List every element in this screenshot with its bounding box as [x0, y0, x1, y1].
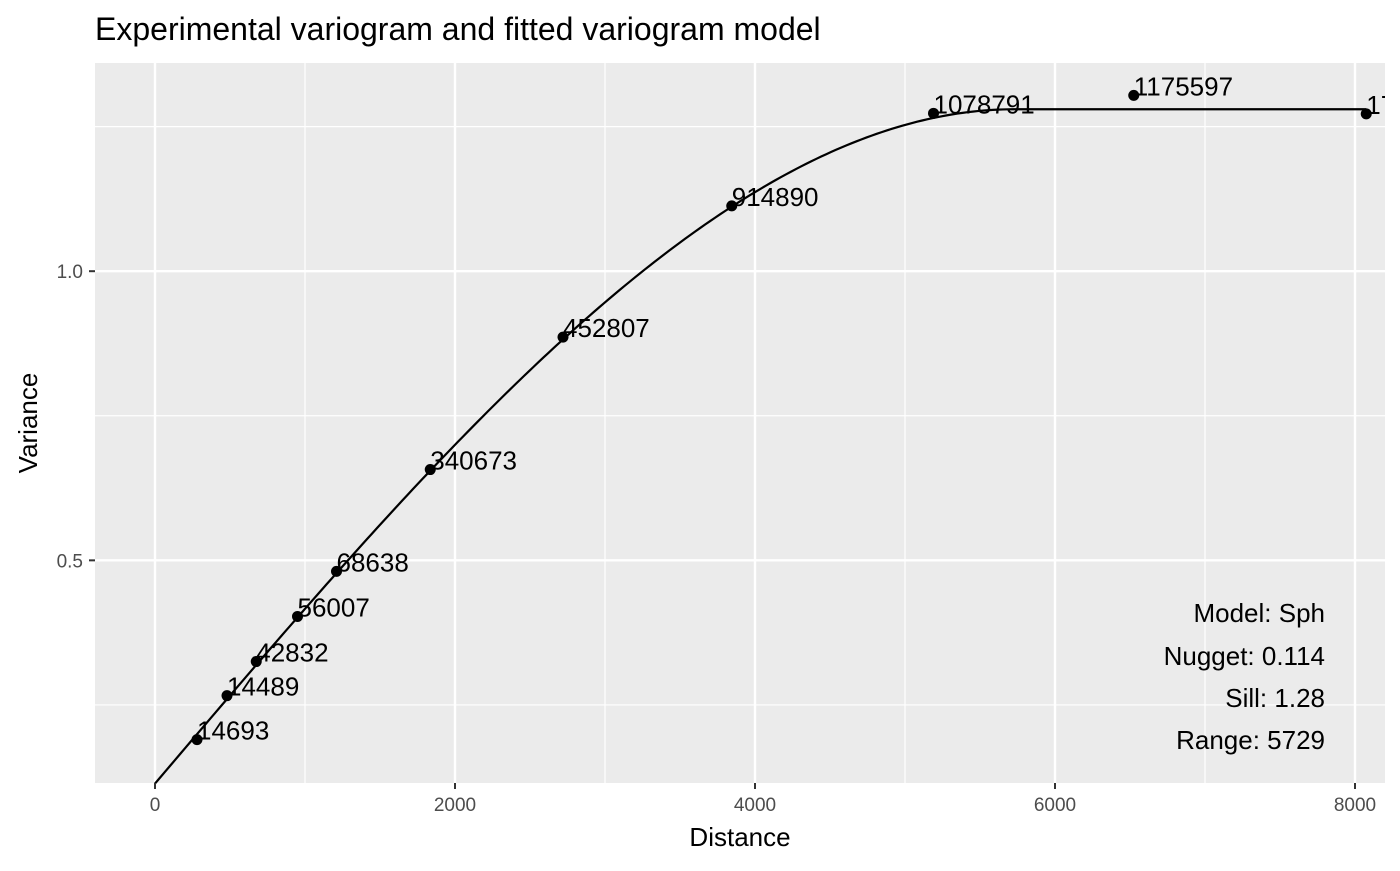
point-label-0: 14693: [197, 716, 269, 746]
data-point-7: [726, 200, 738, 212]
experimental-points-group: [191, 89, 1372, 746]
data-point-6: [557, 331, 569, 343]
point-label-4: 68638: [337, 547, 409, 577]
y-axis: 0.5 1.0: [57, 262, 95, 572]
fitted-model-group: [154, 108, 1367, 785]
major-gridlines: [95, 63, 1385, 783]
panel-clip: 14693 14489 42832 56007 68638 340673 452807 914…: [197, 71, 1400, 746]
x-tick-label-2: 4000: [734, 795, 776, 816]
x-tick-label-0: 0: [150, 795, 161, 816]
minor-gridlines: [95, 63, 1385, 783]
data-point-0: [191, 734, 203, 746]
x-axis: 0 2000 4000 6000 8000: [150, 783, 1376, 816]
data-point-2: [250, 656, 262, 668]
annotation-model: Model: Sph: [1193, 598, 1325, 628]
data-point-9: [1128, 89, 1140, 101]
x-tick-label-1: 2000: [434, 795, 476, 816]
y-tick-label-1: 1.0: [57, 262, 83, 283]
data-point-8: [928, 107, 939, 119]
plot-panel: [95, 63, 1385, 783]
x-tick-label-3: 6000: [1034, 795, 1076, 816]
model-annotations: Model: Sph Nugget: 0.114 Sill: 1.28 Rang…: [1164, 598, 1325, 755]
y-tick-label-0: 0.5: [57, 551, 83, 572]
x-tick-label-4: 8000: [1334, 795, 1376, 816]
data-point-3: [292, 610, 303, 622]
point-label-6: 452807: [563, 313, 650, 343]
point-label-1: 14489: [227, 672, 299, 702]
clipped-point-labels: 14693 14489 42832 56007 68638 340673 452807 914…: [197, 71, 1400, 746]
fitted-model-line: [154, 108, 1367, 785]
y-axis-title: Variance: [13, 373, 43, 474]
data-point-10: [1360, 108, 1372, 120]
annotation-nugget: Nugget: 0.114: [1164, 641, 1325, 671]
data-point-1: [221, 690, 233, 702]
point-label-7: 914890: [732, 182, 819, 212]
data-point-4: [331, 565, 342, 577]
point-label-10: 1711: [1366, 90, 1400, 120]
point-label-2: 42832: [256, 638, 328, 668]
point-label-8: 1078791: [934, 89, 1035, 119]
data-point-5: [424, 464, 436, 476]
annotation-range: Range: 5729: [1176, 725, 1325, 755]
point-label-5: 340673: [430, 446, 517, 476]
annotation-sill: Sill: 1.28: [1225, 683, 1325, 713]
point-label-3: 56007: [298, 592, 370, 622]
x-axis-title: Distance: [689, 822, 790, 852]
point-label-9: 1175597: [1134, 71, 1233, 101]
chart-title: Experimental variogram and fitted variog…: [95, 11, 821, 47]
